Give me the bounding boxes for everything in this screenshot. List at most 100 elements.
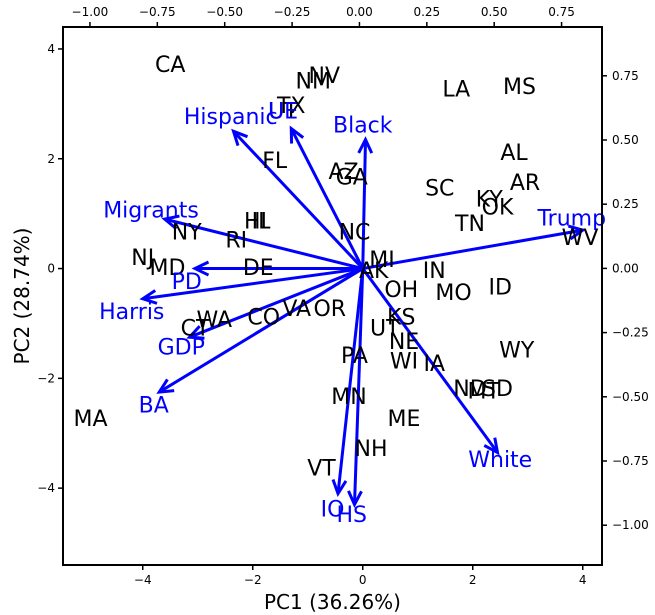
x-tick-label: 2 <box>469 573 477 587</box>
x2-tick-label: 0.50 <box>481 5 508 19</box>
loading-arrowhead-hispanic <box>231 128 249 147</box>
state-label-or: OR <box>313 297 346 322</box>
state-label-ca: CA <box>155 53 185 78</box>
x-tick-label: 4 <box>579 573 587 587</box>
loading-label-hispanic: Hispanic <box>184 105 278 130</box>
state-label-ct: CT <box>181 316 210 341</box>
loading-arrowhead-migrants <box>161 214 180 230</box>
state-label-sc: SC <box>425 176 454 201</box>
state-label-ks: KS <box>387 305 415 330</box>
state-label-ri: RI <box>225 229 247 254</box>
loading-arrowhead-black <box>357 136 374 154</box>
loading-arrow-ba <box>158 267 364 394</box>
loading-arrow-black <box>361 139 367 269</box>
state-label-il: IL <box>252 209 271 234</box>
y-tick-label: 2 <box>47 152 55 166</box>
loading-label-black: Black <box>333 113 393 138</box>
state-label-wy: WY <box>499 338 535 363</box>
state-label-in: IN <box>423 259 446 284</box>
loading-label-ue: UE <box>268 100 298 125</box>
y2-tick-label: −0.75 <box>612 454 649 468</box>
state-label-pa: PA <box>341 344 368 369</box>
loading-arrowhead-io <box>331 478 348 498</box>
loading-arrowhead-trump <box>567 224 587 241</box>
loading-label-ba: BA <box>139 393 169 418</box>
y-tick-label: 0 <box>47 262 55 276</box>
loading-arrow-hs <box>353 268 365 505</box>
x2-tick-label: −0.50 <box>206 5 243 19</box>
state-label-id: ID <box>489 275 512 300</box>
x2-tick-label: −0.25 <box>274 5 311 19</box>
x2-tick-label: 0.00 <box>346 5 373 19</box>
state-label-mt: MT <box>468 380 501 405</box>
y-tick-label: −2 <box>37 371 55 385</box>
loading-arrow-trump <box>362 228 584 271</box>
loading-label-trump: Trump <box>536 207 606 232</box>
state-label-de: DE <box>243 256 274 281</box>
y2-tick-label: 0.50 <box>612 133 639 147</box>
y-tick-label: −4 <box>37 481 55 495</box>
x-axis-title: PC1 (36.26%) <box>264 590 401 614</box>
axes: −4 −2 0 2 4 −4 −2 0 2 4 −1.00 −0.75 −0.50 −0.25 0.00 0.… <box>37 5 648 587</box>
loading-arrow-gdp <box>188 267 364 339</box>
state-label-ma: MA <box>73 407 107 432</box>
y2-tick-label: 0.25 <box>612 197 639 211</box>
plot-frame <box>62 26 603 566</box>
loading-arrow-hispanic <box>232 130 364 270</box>
state-label-ga: GA <box>336 165 368 190</box>
state-label-wv: WV <box>562 226 599 251</box>
loading-label-migrants: Migrants <box>103 198 199 223</box>
state-label-nc: NC <box>339 220 371 245</box>
state-label-mi: MI <box>369 248 394 273</box>
loading-vectors <box>139 125 587 509</box>
x2-tick-label: 0.75 <box>548 5 575 19</box>
state-label-nh: NH <box>355 437 388 462</box>
state-label-nd: ND <box>453 377 486 402</box>
state-label-ms: MS <box>503 75 536 100</box>
loading-label-hs: HS <box>336 503 367 528</box>
x2-tick-label: −0.75 <box>139 5 176 19</box>
state-label-md: MD <box>150 256 186 281</box>
state-label-me: ME <box>388 407 421 432</box>
loading-label-white: White <box>468 448 532 473</box>
loading-arrowhead-white <box>483 437 500 456</box>
state-label-la: LA <box>442 78 470 103</box>
state-label-hi: HI <box>244 209 267 234</box>
state-label-ny: NY <box>172 220 202 245</box>
state-label-ut: UT <box>268 100 298 125</box>
state-label-tn: TN <box>454 212 485 237</box>
loading-arrowhead-hs <box>347 490 363 509</box>
x2-tick-label: −1.00 <box>72 5 109 19</box>
state-label-ut: UT <box>370 316 400 341</box>
loading-label-pd: PD <box>172 270 202 295</box>
y2-tick-label: 0.00 <box>612 261 639 275</box>
loading-arrow-white <box>361 267 499 454</box>
loading-arrowhead-ue <box>289 125 305 144</box>
x-tick-label: −2 <box>244 573 262 587</box>
loading-arrowhead-gdp <box>186 325 205 340</box>
state-label-sd: SD <box>482 377 513 402</box>
state-label-ar: AR <box>510 171 540 196</box>
x-tick-label: −4 <box>134 573 152 587</box>
state-label-mo: MO <box>435 281 471 306</box>
loading-label-io: IO <box>321 498 345 523</box>
x-tick-label: 0 <box>359 573 367 587</box>
state-label-ia: IA <box>423 352 445 377</box>
state-label-nv: NV <box>308 64 340 89</box>
state-label-vt: VT <box>307 456 336 481</box>
loading-arrow-io <box>336 268 365 494</box>
loading-arrowhead-pd <box>191 260 210 277</box>
loading-arrow-migrants <box>164 217 364 271</box>
state-label-oh: OH <box>384 278 418 303</box>
state-label-ky: KY <box>476 187 504 212</box>
loading-arrow-harris <box>142 267 363 301</box>
state-label-az: AZ <box>328 160 358 185</box>
state-label-fl: FL <box>262 149 288 174</box>
state-label-nj: NJ <box>131 246 154 271</box>
state-label-co: CO <box>247 305 280 330</box>
y2-tick-label: −0.50 <box>612 390 649 404</box>
state-label-wa: WA <box>196 308 232 333</box>
